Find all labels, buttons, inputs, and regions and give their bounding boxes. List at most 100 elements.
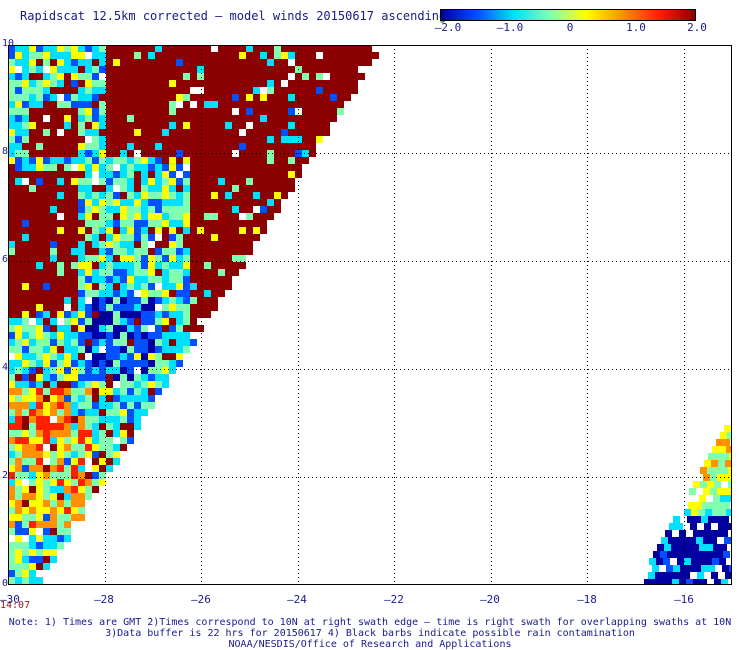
swath-cell <box>288 122 295 129</box>
swath-cell <box>106 409 113 416</box>
swath-cell <box>211 185 218 192</box>
swath-cell <box>162 227 169 234</box>
swath-cell <box>29 423 36 430</box>
swath-cell <box>183 283 190 290</box>
swath-cell <box>64 122 71 129</box>
swath-cell <box>260 143 267 150</box>
y-tick-label: 6 <box>2 254 9 265</box>
swath-cell <box>162 269 169 276</box>
swath-cell <box>99 353 106 360</box>
swath-cell <box>8 80 15 87</box>
swath-cell <box>260 185 267 192</box>
swath-cell <box>211 199 218 206</box>
swath-cell <box>722 453 729 460</box>
swath-cell <box>57 479 64 486</box>
swath-cell <box>134 108 141 115</box>
swath-cell <box>204 87 211 94</box>
swath-cell <box>50 437 57 444</box>
swath-cell <box>127 297 134 304</box>
swath-cell <box>699 544 706 551</box>
swath-cell <box>71 339 78 346</box>
swath-cell <box>113 339 120 346</box>
swath-cell <box>190 297 197 304</box>
swath-cell <box>169 59 176 66</box>
swath-cell <box>92 80 99 87</box>
swath-cell <box>127 101 134 108</box>
swath-cell <box>36 514 43 521</box>
swath-cell <box>15 318 22 325</box>
swath-cell <box>197 94 204 101</box>
swath-cell <box>337 66 344 73</box>
swath-cell <box>92 129 99 136</box>
swath-cell <box>183 108 190 115</box>
swath-cell <box>50 514 57 521</box>
swath-cell <box>36 213 43 220</box>
swath-cell <box>92 136 99 143</box>
swath-cell <box>281 73 288 80</box>
swath-cell <box>337 73 344 80</box>
swath-cell <box>43 465 50 472</box>
swath-cell <box>85 395 92 402</box>
swath-cell <box>22 73 29 80</box>
swath-cell <box>204 122 211 129</box>
swath-cell <box>176 150 183 157</box>
swath-cell <box>288 80 295 87</box>
swath-cell <box>148 353 155 360</box>
swath-cell <box>8 283 15 290</box>
swath-cell <box>127 185 134 192</box>
swath-cell <box>106 52 113 59</box>
swath-cell <box>155 353 162 360</box>
swath-cell <box>358 52 365 59</box>
swath-cell <box>288 164 295 171</box>
swath-cell <box>225 59 232 66</box>
swath-cell <box>92 199 99 206</box>
swath-cell <box>57 304 64 311</box>
swath-cell <box>218 269 225 276</box>
swath-cell <box>232 129 239 136</box>
swath-cell <box>99 122 106 129</box>
swath-cell <box>78 206 85 213</box>
swath-cell <box>120 416 127 423</box>
swath-cell <box>85 430 92 437</box>
swath-cell <box>29 276 36 283</box>
swath-cell <box>71 269 78 276</box>
swath-cell <box>57 381 64 388</box>
swath-cell <box>673 516 680 523</box>
swath-cell <box>714 579 721 585</box>
swath-cell <box>685 544 692 551</box>
swath-cell <box>92 458 99 465</box>
swath-cell <box>155 276 162 283</box>
swath-cell <box>78 374 85 381</box>
swath-cell <box>148 206 155 213</box>
swath-cell <box>127 206 134 213</box>
swath-cell <box>218 143 225 150</box>
swath-cell <box>36 94 43 101</box>
swath-cell <box>134 241 141 248</box>
time-label: 14:07 <box>0 600 31 611</box>
swath-cell <box>120 52 127 59</box>
swath-cell <box>78 353 85 360</box>
swath-cell <box>99 430 106 437</box>
swath-cell <box>225 129 232 136</box>
swath-cell <box>190 304 197 311</box>
swath-cell <box>113 192 120 199</box>
swath-cell <box>120 241 127 248</box>
swath-cell <box>197 59 204 66</box>
swath-cell <box>717 488 724 495</box>
swath-cell <box>50 430 57 437</box>
swath-cell <box>113 346 120 353</box>
swath-cell <box>50 486 57 493</box>
swath-cell <box>707 481 714 488</box>
swath-cell <box>134 157 141 164</box>
swath-cell <box>106 276 113 283</box>
swath-cell <box>50 381 57 388</box>
swath-cell <box>684 509 691 516</box>
swath-cell <box>113 297 120 304</box>
swath-cell <box>8 570 15 577</box>
swath-cell <box>92 388 99 395</box>
swath-cell <box>106 171 113 178</box>
swath-cell <box>8 115 15 122</box>
swath-cell <box>8 444 15 451</box>
swath-cell <box>155 213 162 220</box>
swath-cell <box>64 521 71 528</box>
